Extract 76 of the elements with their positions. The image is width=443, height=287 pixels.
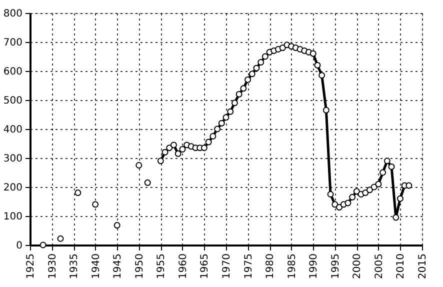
point — [210, 133, 216, 140]
point — [322, 106, 330, 114]
x-tick-label: 1995 — [330, 254, 342, 279]
point — [318, 72, 326, 79]
point — [380, 169, 386, 176]
point — [92, 201, 99, 208]
y-tick-label: 200 — [3, 182, 22, 194]
point — [136, 162, 142, 168]
x-tick-label: 1950 — [134, 254, 146, 279]
point — [162, 148, 168, 156]
point — [388, 163, 395, 170]
point — [353, 188, 360, 195]
point — [214, 126, 221, 132]
x-tick-label: 1935 — [69, 254, 80, 279]
point — [157, 158, 164, 164]
x-tick-label: 2005 — [374, 254, 385, 279]
x-tick-label: 2010 — [396, 254, 407, 279]
point — [200, 144, 208, 152]
point — [231, 100, 238, 106]
y-tick-label: 100 — [3, 212, 22, 222]
point — [166, 144, 173, 152]
y-tick-label: 600 — [3, 66, 22, 78]
point — [57, 235, 64, 242]
point — [314, 62, 321, 68]
point — [74, 190, 82, 196]
point — [349, 194, 356, 200]
y-tick-label: 500 — [3, 96, 22, 106]
point — [40, 242, 46, 248]
x-tick-label: 1985 — [286, 254, 298, 279]
x-tick-label: 1975 — [243, 254, 254, 279]
y-tick-label: 800 — [3, 8, 22, 20]
point — [362, 190, 369, 196]
point — [114, 222, 120, 229]
point — [310, 50, 316, 57]
point — [258, 59, 264, 66]
point — [170, 142, 177, 148]
point — [344, 200, 352, 206]
point — [336, 204, 342, 211]
point — [327, 191, 334, 198]
x-tick-label: 1980 — [265, 254, 276, 279]
x-tick-label: 2000 — [352, 254, 364, 279]
point — [205, 138, 212, 146]
point — [279, 44, 286, 52]
point — [236, 90, 242, 98]
point — [227, 108, 234, 115]
x-tick-label: 1955 — [156, 254, 168, 279]
x-tick-label: 2015 — [418, 254, 428, 279]
point — [392, 214, 400, 221]
x-tick-label: 1965 — [200, 254, 211, 279]
point — [240, 85, 247, 92]
y-tick-label: 300 — [3, 154, 22, 164]
x-tick-label: 1940 — [90, 254, 102, 279]
y-tick-label: 700 — [3, 38, 22, 48]
point — [248, 70, 256, 78]
point — [174, 150, 182, 157]
x-tick-label: 1945 — [112, 254, 124, 279]
y-tick-label: 400 — [3, 124, 22, 136]
x-tick-label: 1990 — [308, 254, 320, 279]
point — [222, 114, 230, 121]
point — [366, 186, 373, 194]
point — [384, 158, 390, 164]
point — [262, 53, 268, 60]
point — [332, 201, 338, 208]
x-tick-label: 1925 — [26, 254, 36, 279]
point — [218, 120, 225, 126]
x-tick-label: 1960 — [178, 254, 189, 279]
point — [375, 180, 382, 188]
point — [144, 179, 151, 186]
point — [179, 146, 186, 153]
y-tick-label: 0 — [16, 240, 22, 252]
point — [396, 195, 404, 202]
point — [253, 64, 260, 72]
x-tick-label: 1970 — [222, 254, 232, 279]
point — [406, 182, 412, 189]
point — [244, 76, 252, 83]
x-tick-label: 1930 — [47, 254, 58, 279]
